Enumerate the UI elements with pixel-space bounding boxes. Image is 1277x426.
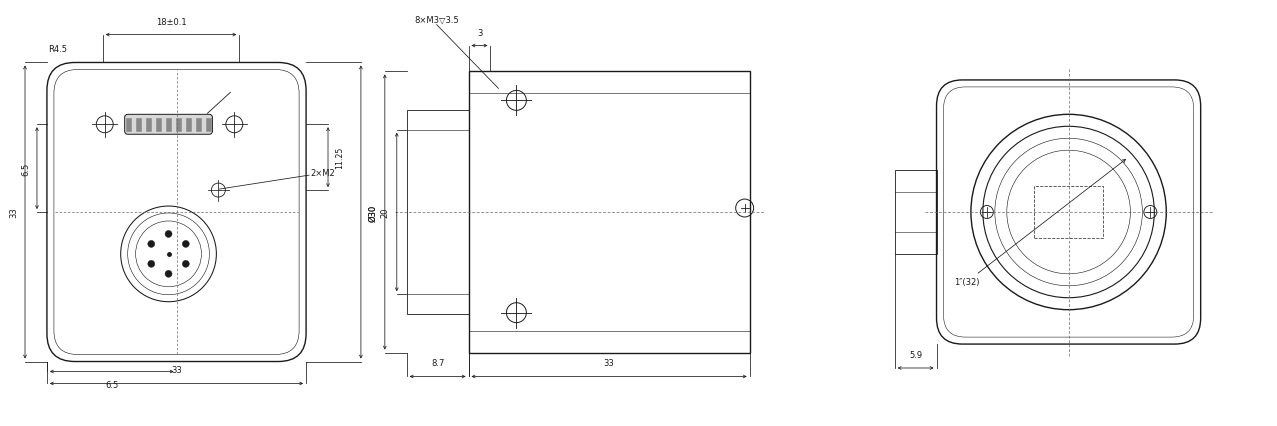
Bar xyxy=(469,72,750,353)
Text: 5.9: 5.9 xyxy=(909,350,922,359)
Bar xyxy=(156,118,161,132)
Text: 33: 33 xyxy=(171,366,181,374)
Bar xyxy=(126,118,132,132)
Text: 20: 20 xyxy=(381,207,389,218)
Bar xyxy=(195,118,202,132)
Circle shape xyxy=(148,261,155,268)
Bar xyxy=(185,118,192,132)
Circle shape xyxy=(183,241,189,248)
Text: 8.7: 8.7 xyxy=(430,359,444,368)
Text: 3: 3 xyxy=(476,29,483,37)
Text: 33: 33 xyxy=(9,207,18,218)
Text: Ø30: Ø30 xyxy=(369,204,378,221)
Text: Ø30: Ø30 xyxy=(368,204,377,221)
Bar xyxy=(135,118,142,132)
Bar xyxy=(146,118,152,132)
Circle shape xyxy=(165,271,172,278)
FancyBboxPatch shape xyxy=(125,115,212,135)
Text: 2×M2: 2×M2 xyxy=(310,168,335,177)
Bar xyxy=(895,170,936,255)
Bar xyxy=(1033,186,1103,239)
Text: 11.25: 11.25 xyxy=(335,147,344,169)
Bar xyxy=(176,118,181,132)
Circle shape xyxy=(183,261,189,268)
Text: 6.5: 6.5 xyxy=(20,162,29,176)
Bar xyxy=(407,111,469,314)
Text: 8×M3▽3.5: 8×M3▽3.5 xyxy=(414,16,458,25)
Text: 1″(32): 1″(32) xyxy=(954,277,979,286)
Bar xyxy=(166,118,171,132)
Text: 33: 33 xyxy=(604,359,614,368)
Text: R4.5: R4.5 xyxy=(49,44,66,53)
Circle shape xyxy=(148,241,155,248)
Text: 6.5: 6.5 xyxy=(105,380,119,389)
Text: 18±0.1: 18±0.1 xyxy=(156,17,186,26)
Bar xyxy=(206,118,211,132)
Circle shape xyxy=(165,231,172,238)
